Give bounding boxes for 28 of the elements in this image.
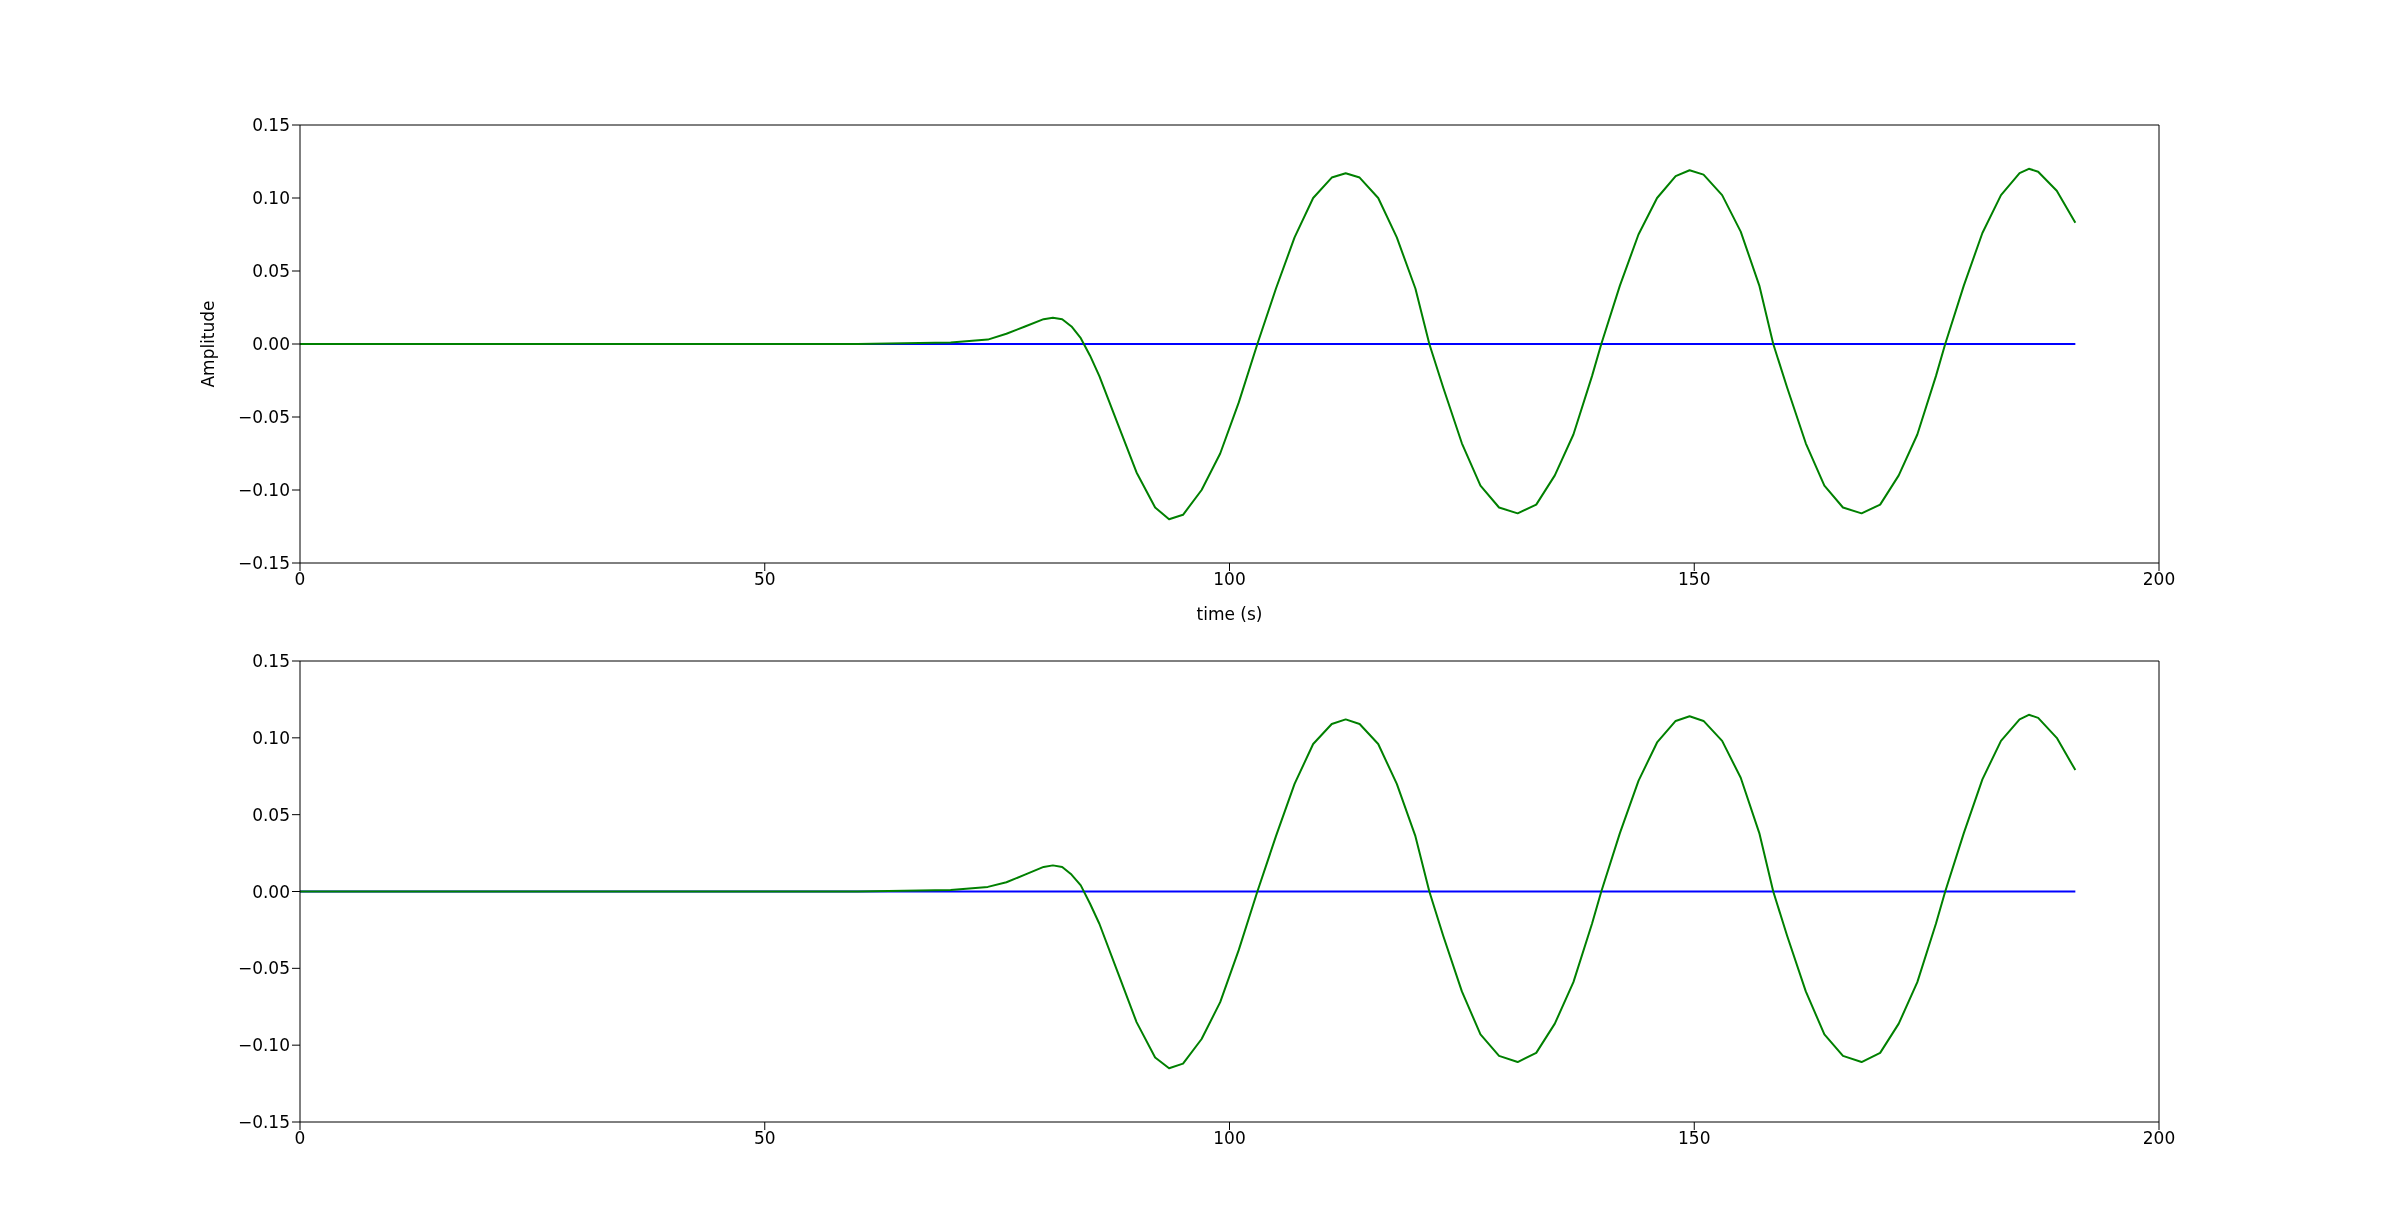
x-tick-label: 50 xyxy=(753,1128,776,1149)
y-tick-label: −0.10 xyxy=(237,480,290,501)
x-tick-label: 0 xyxy=(294,569,306,590)
x-tick-label: 150 xyxy=(1678,1128,1711,1149)
y-tick-label: −0.15 xyxy=(237,553,290,574)
x-tick-label: 100 xyxy=(1213,1128,1246,1149)
y-tick-label: 0.10 xyxy=(252,727,290,748)
x-tick-label: 200 xyxy=(2142,569,2176,590)
x-tick-label: 200 xyxy=(2142,1128,2176,1149)
y-tick-label: 0.10 xyxy=(252,188,290,209)
y-tick-label: 0.00 xyxy=(252,881,290,902)
x-tick-label: 50 xyxy=(753,569,776,590)
y-tick-label: −0.05 xyxy=(237,407,290,428)
y-tick-label: 0.05 xyxy=(252,261,290,282)
y-tick-label: 0.05 xyxy=(252,804,290,825)
x-axis-title: time (s) xyxy=(1196,604,1263,624)
x-tick-label: 150 xyxy=(1678,569,1711,590)
y-tick-label: 0.15 xyxy=(252,115,290,136)
y-tick-label: −0.10 xyxy=(237,1035,290,1056)
y-tick-label: 0.15 xyxy=(252,651,290,672)
x-tick-label: 100 xyxy=(1213,569,1246,590)
line-series xyxy=(300,167,2077,521)
y-axis-title: Amplitude xyxy=(198,300,219,388)
y-tick-label: 0.00 xyxy=(252,334,290,355)
line-series xyxy=(300,713,2077,1070)
x-tick-label: 0 xyxy=(294,1128,306,1149)
y-tick-label: −0.15 xyxy=(237,1112,290,1133)
y-tick-label: −0.05 xyxy=(237,958,290,979)
